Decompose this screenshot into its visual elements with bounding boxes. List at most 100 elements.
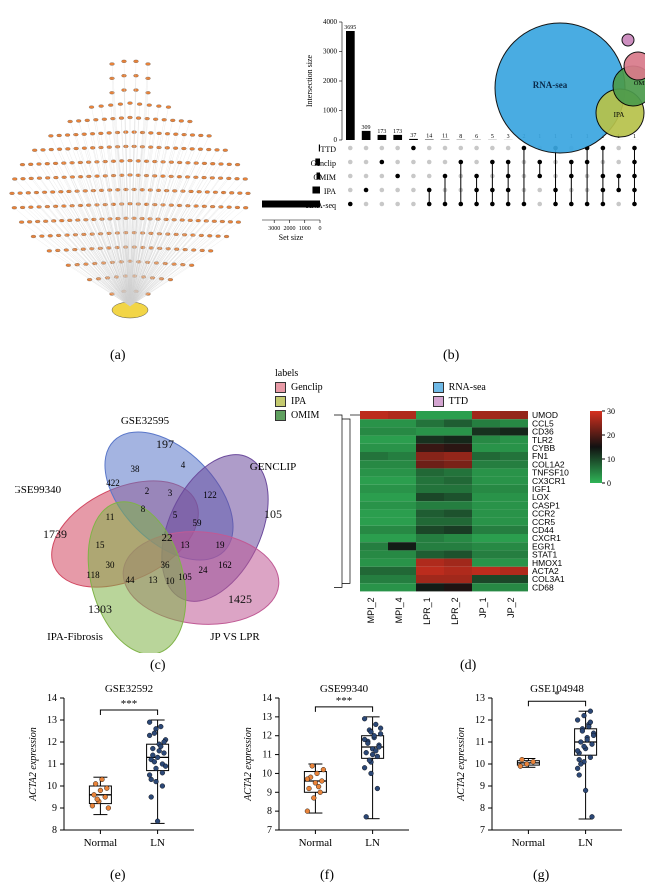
svg-text:15: 15 bbox=[96, 540, 106, 550]
svg-text:7: 7 bbox=[480, 825, 485, 836]
svg-text:8: 8 bbox=[267, 806, 272, 817]
panel-a-network bbox=[8, 45, 253, 335]
svg-text:2000: 2000 bbox=[283, 226, 295, 232]
svg-text:22: 22 bbox=[162, 532, 173, 544]
svg-text:1000: 1000 bbox=[323, 107, 338, 115]
svg-text:***: *** bbox=[336, 695, 353, 707]
svg-text:173: 173 bbox=[393, 129, 402, 135]
svg-text:105: 105 bbox=[264, 507, 282, 521]
svg-text:IPA-Fibrosis: IPA-Fibrosis bbox=[47, 631, 103, 643]
boxplot-f-svg: GSE993407891011121314ACTA2 expressionNor… bbox=[235, 680, 430, 865]
svg-text:10: 10 bbox=[47, 781, 57, 792]
svg-text:19: 19 bbox=[216, 540, 226, 550]
svg-text:162: 162 bbox=[218, 560, 232, 570]
svg-text:24: 24 bbox=[199, 565, 209, 575]
svg-text:10: 10 bbox=[166, 576, 176, 586]
svg-text:0: 0 bbox=[607, 479, 611, 488]
svg-text:309: 309 bbox=[362, 125, 371, 131]
svg-text:Normal: Normal bbox=[299, 837, 333, 849]
svg-text:0: 0 bbox=[334, 136, 338, 144]
svg-text:Genclip: Genclip bbox=[311, 159, 336, 168]
heatmap-svg: UMODCCL5CD36TLR2CYBBFN1COL1A2TNFSF10CX3C… bbox=[330, 405, 645, 653]
svg-text:36: 36 bbox=[161, 560, 171, 570]
svg-text:13: 13 bbox=[262, 712, 272, 723]
svg-text:LN: LN bbox=[150, 837, 165, 849]
svg-text:ACTA2 expression: ACTA2 expression bbox=[456, 727, 467, 802]
svg-text:3: 3 bbox=[168, 488, 173, 498]
svg-text:3000: 3000 bbox=[268, 226, 280, 232]
panel-b-label: (b) bbox=[443, 348, 459, 364]
svg-text:Normal: Normal bbox=[84, 837, 118, 849]
svg-text:12: 12 bbox=[475, 715, 485, 726]
svg-text:14: 14 bbox=[262, 693, 272, 704]
svg-text:9: 9 bbox=[480, 781, 485, 792]
svg-text:1425: 1425 bbox=[228, 592, 252, 606]
panel-g-boxplot: GSE10494878910111213ACTA2 expressionNorm… bbox=[448, 680, 643, 865]
svg-text:1739: 1739 bbox=[43, 527, 67, 541]
svg-text:44: 44 bbox=[126, 575, 136, 585]
svg-text:IPA: IPA bbox=[324, 187, 336, 196]
svg-text:37: 37 bbox=[410, 133, 416, 139]
venn-svg: GSE99340GSE32595GENCLIPJP VS LPRIPA-Fibr… bbox=[15, 408, 320, 653]
svg-text:20: 20 bbox=[607, 431, 615, 440]
svg-text:38: 38 bbox=[131, 464, 141, 474]
svg-text:5: 5 bbox=[491, 134, 494, 140]
svg-text:1000: 1000 bbox=[299, 226, 311, 232]
svg-text:1303: 1303 bbox=[88, 602, 112, 616]
svg-text:8: 8 bbox=[52, 825, 57, 836]
panel-f-boxplot: GSE993407891011121314ACTA2 expressionNor… bbox=[235, 680, 430, 865]
svg-text:GENCLIP: GENCLIP bbox=[250, 461, 296, 473]
svg-text:11: 11 bbox=[442, 134, 448, 140]
svg-text:8: 8 bbox=[459, 134, 462, 140]
svg-text:30: 30 bbox=[106, 560, 116, 570]
svg-text:197: 197 bbox=[156, 437, 174, 451]
svg-text:12: 12 bbox=[47, 737, 57, 748]
svg-text:LN: LN bbox=[365, 837, 380, 849]
svg-text:RNA-sea: RNA-sea bbox=[533, 80, 568, 90]
svg-text:9: 9 bbox=[267, 787, 272, 798]
svg-text:MPI_4: MPI_4 bbox=[394, 597, 404, 623]
svg-text:3: 3 bbox=[507, 134, 510, 140]
svg-text:173: 173 bbox=[377, 129, 386, 135]
svg-text:11: 11 bbox=[47, 759, 57, 770]
svg-text:IPA: IPA bbox=[614, 111, 625, 119]
svg-text:JP_2: JP_2 bbox=[506, 597, 516, 618]
panel-d-label: (d) bbox=[460, 658, 476, 674]
svg-text:CD68: CD68 bbox=[532, 582, 554, 592]
network-svg bbox=[8, 45, 253, 335]
svg-text:TTD: TTD bbox=[320, 145, 336, 154]
svg-text:118: 118 bbox=[86, 570, 100, 580]
svg-text:11: 11 bbox=[106, 512, 115, 522]
svg-text:GSE32595: GSE32595 bbox=[121, 415, 170, 427]
svg-text:3695: 3695 bbox=[344, 25, 356, 31]
svg-text:4000: 4000 bbox=[323, 18, 338, 26]
svg-text:13: 13 bbox=[475, 693, 485, 704]
panel-c-venn: GSE99340GSE32595GENCLIPJP VS LPRIPA-Fibr… bbox=[15, 408, 320, 653]
svg-text:LN: LN bbox=[578, 837, 593, 849]
svg-text:GSE99340: GSE99340 bbox=[15, 484, 62, 496]
svg-text:LPR_1: LPR_1 bbox=[422, 597, 432, 625]
svg-text:3000: 3000 bbox=[323, 48, 338, 56]
panel-a-label: (a) bbox=[110, 348, 126, 364]
panel-b-upset: 01000200030004000Intersection size369530… bbox=[260, 10, 645, 340]
svg-text:4: 4 bbox=[181, 460, 186, 470]
svg-text:14: 14 bbox=[47, 693, 57, 704]
svg-text:JP_1: JP_1 bbox=[478, 597, 488, 618]
svg-text:11: 11 bbox=[262, 750, 272, 761]
legend-item: Genclip bbox=[275, 382, 323, 393]
svg-text:7: 7 bbox=[267, 825, 272, 836]
svg-text:8: 8 bbox=[480, 803, 485, 814]
upset-svg: 01000200030004000Intersection size369530… bbox=[260, 10, 645, 340]
svg-text:5: 5 bbox=[173, 510, 178, 520]
svg-text:*: * bbox=[554, 689, 560, 701]
panel-e-boxplot: GSE32592891011121314ACTA2 expressionNorm… bbox=[20, 680, 215, 865]
svg-text:MPI_2: MPI_2 bbox=[366, 597, 376, 623]
panel-d-heatmap: UMODCCL5CD36TLR2CYBBFN1COL1A2TNFSF10CX3C… bbox=[330, 405, 645, 653]
svg-text:GSE32592: GSE32592 bbox=[105, 683, 153, 695]
svg-text:13: 13 bbox=[149, 575, 159, 585]
svg-text:2: 2 bbox=[145, 486, 150, 496]
svg-text:0: 0 bbox=[319, 226, 322, 232]
svg-text:***: *** bbox=[121, 698, 138, 710]
svg-text:Intersection size: Intersection size bbox=[305, 54, 314, 107]
legend-item: IPA bbox=[275, 396, 323, 407]
